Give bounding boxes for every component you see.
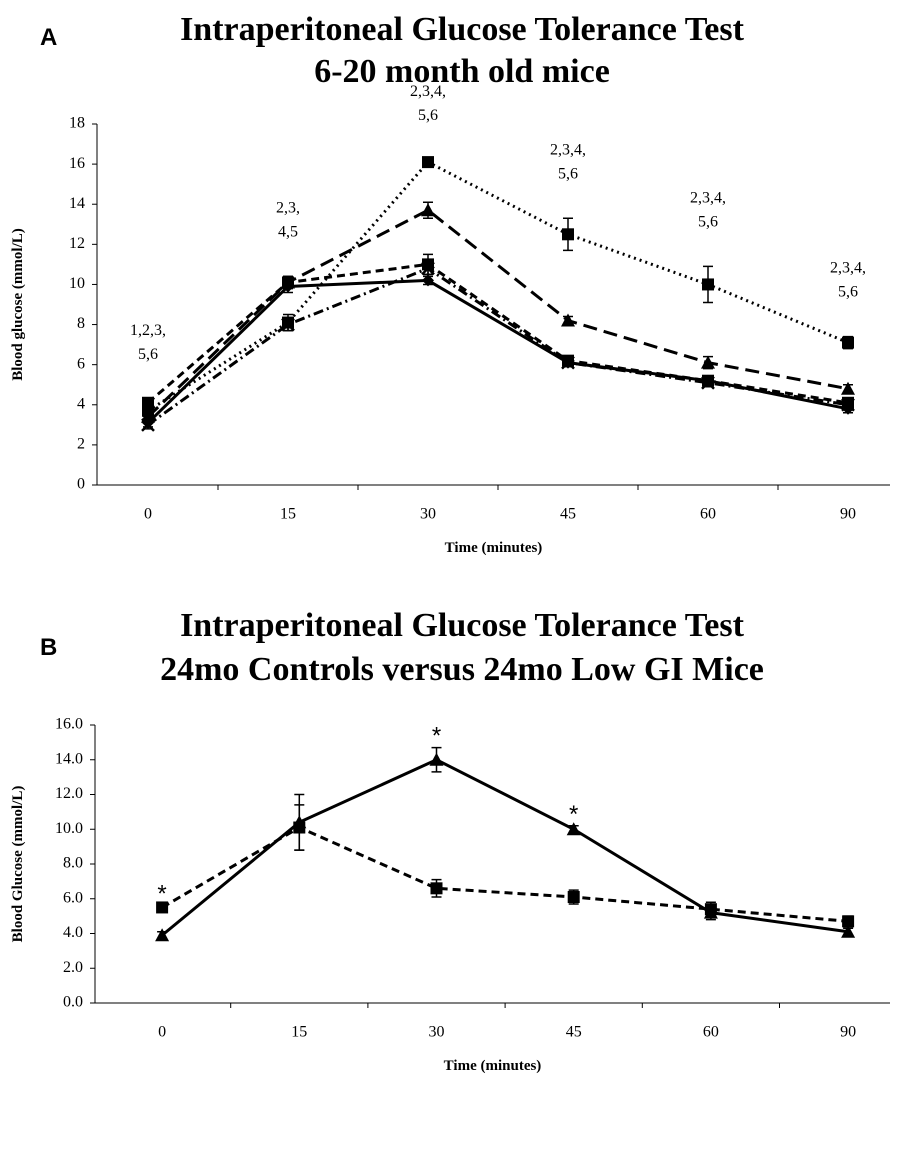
x-tick-label: 90 — [840, 506, 856, 523]
marker — [566, 822, 581, 836]
marker — [142, 416, 154, 429]
series-line — [147, 262, 849, 405]
x-tick-label: 15 — [280, 506, 296, 523]
y-tick-label: 12 — [69, 235, 85, 252]
x-tick-label: 30 — [420, 506, 436, 523]
x-tick-label: 45 — [566, 1024, 582, 1041]
y-tick-label: 10.0 — [55, 820, 83, 837]
marker — [430, 882, 443, 895]
marker — [701, 355, 715, 369]
y-tick-label: 6 — [77, 355, 85, 372]
series-line — [161, 758, 849, 937]
marker — [422, 274, 434, 287]
y-tick-label: 4 — [77, 395, 85, 412]
marker — [292, 815, 307, 829]
marker — [703, 905, 718, 919]
y-tick-label: 10 — [69, 275, 85, 292]
y-tick-label: 8 — [77, 315, 85, 332]
marker — [421, 261, 435, 276]
marker — [562, 356, 574, 369]
marker — [842, 915, 855, 928]
y-tick-label: 18 — [69, 115, 85, 132]
y-tick-label: 8.0 — [63, 855, 83, 872]
marker — [702, 278, 714, 291]
y-tick-label: 14.0 — [55, 750, 83, 767]
marker — [422, 156, 434, 169]
y-tick-label: 6.0 — [63, 889, 83, 906]
y-tick-label: 14 — [69, 195, 85, 212]
annotation: 4,5 — [278, 223, 298, 240]
y-tick-label: 2.0 — [63, 959, 83, 976]
y-axis-label: Blood glucose (mmol/L) — [10, 228, 26, 381]
y-tick-label: 12.0 — [55, 785, 83, 802]
panel: A Intraperitoneal Glucose Tolerance Test 6… — [10, 11, 890, 556]
marker — [282, 280, 294, 293]
annotation: * — [432, 723, 441, 750]
marker — [842, 402, 854, 415]
series-line — [147, 160, 849, 413]
marker — [155, 928, 170, 942]
annotation: 2,3, — [276, 199, 300, 216]
marker — [429, 752, 444, 766]
y-tick-label: 2 — [77, 436, 85, 453]
marker — [841, 924, 856, 938]
y-tick-label: 0 — [77, 476, 85, 493]
marker — [281, 317, 295, 332]
x-axis-label: Time (minutes) — [444, 1058, 542, 1074]
marker — [421, 203, 435, 217]
annotation: 5,6 — [418, 107, 438, 124]
panel-label: B — [40, 634, 57, 661]
annotation: 5,6 — [558, 165, 578, 182]
annotation: 2,3,4, — [410, 83, 446, 100]
x-tick-label: 0 — [158, 1024, 166, 1041]
annotation: 2,3,4, — [690, 189, 726, 206]
marker — [841, 381, 855, 395]
x-tick-label: 60 — [700, 506, 716, 523]
series-line — [147, 266, 849, 427]
x-tick-label: 0 — [144, 506, 152, 523]
marker — [702, 374, 714, 387]
chart-title: Intraperitoneal Glucose Tolerance Test — [180, 11, 745, 48]
x-tick-label: 45 — [560, 506, 576, 523]
annotation: 5,6 — [138, 346, 158, 363]
annotation: * — [157, 881, 166, 908]
panel: B Intraperitoneal Glucose Tolerance Test 2… — [10, 607, 890, 1074]
marker — [842, 336, 854, 349]
y-tick-label: 16.0 — [55, 716, 83, 733]
series-line — [161, 825, 849, 923]
x-tick-label: 90 — [840, 1024, 856, 1041]
marker — [142, 396, 154, 409]
y-tick-label: 4.0 — [63, 924, 83, 941]
chart-title: Intraperitoneal Glucose Tolerance Test — [180, 607, 745, 644]
y-tick-label: 0.0 — [63, 994, 83, 1011]
marker — [567, 891, 580, 904]
y-tick-label: 16 — [69, 155, 85, 172]
annotation: 2,3,4, — [830, 260, 866, 277]
annotation: * — [569, 801, 578, 828]
chart-subtitle: 6-20 month old mice — [314, 53, 610, 90]
x-tick-label: 15 — [291, 1024, 307, 1041]
chart-subtitle: 24mo Controls versus 24mo Low GI Mice — [160, 651, 764, 688]
annotation: 5,6 — [838, 284, 858, 301]
marker — [156, 901, 169, 914]
annotation: 5,6 — [698, 213, 718, 230]
series-line — [146, 278, 849, 424]
x-tick-label: 30 — [429, 1024, 445, 1041]
panel-label: A — [40, 24, 57, 51]
marker — [561, 313, 575, 327]
x-tick-label: 60 — [703, 1024, 719, 1041]
series-line — [146, 208, 849, 418]
y-axis-label: Blood Glucose (mmol/L) — [10, 786, 26, 943]
marker — [562, 228, 574, 241]
x-axis-label: Time (minutes) — [445, 540, 543, 556]
annotation: 2,3,4, — [550, 141, 586, 158]
annotation: 1,2,3, — [130, 322, 166, 339]
